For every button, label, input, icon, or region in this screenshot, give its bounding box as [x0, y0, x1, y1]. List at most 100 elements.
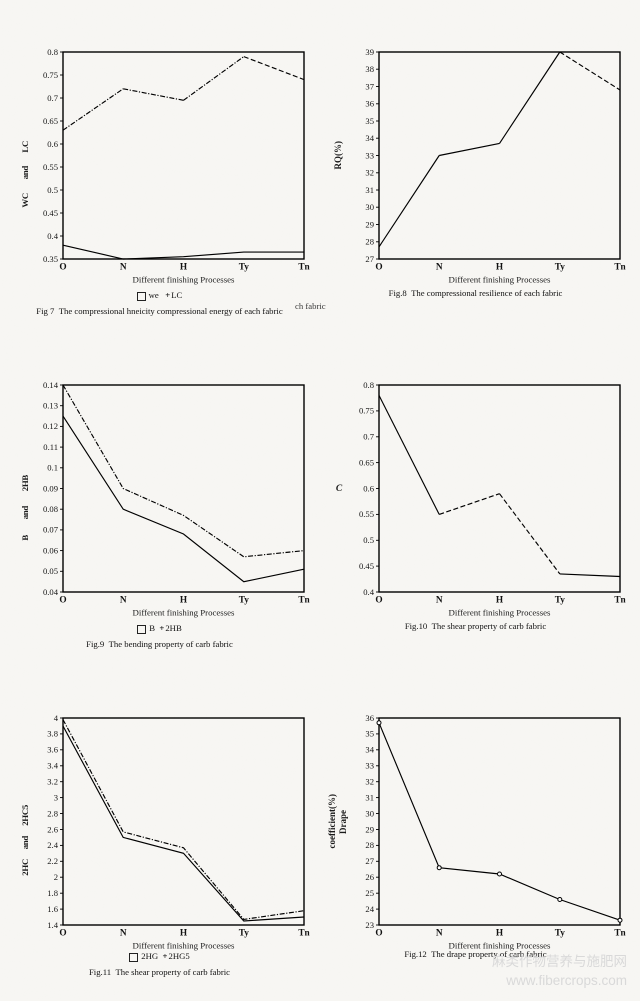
svg-text:O: O	[59, 263, 66, 273]
svg-text:35: 35	[365, 729, 374, 739]
svg-text:33: 33	[365, 761, 374, 771]
svg-text:Tn: Tn	[298, 263, 310, 273]
svg-text:0.8: 0.8	[363, 380, 374, 390]
svg-text:27: 27	[365, 856, 374, 866]
svg-text:2: 2	[54, 872, 58, 882]
svg-text:0.13: 0.13	[43, 401, 58, 411]
svg-text:3.8: 3.8	[47, 729, 58, 739]
svg-text:0.45: 0.45	[359, 561, 374, 571]
svg-text:0.7: 0.7	[47, 93, 58, 103]
svg-text:Tn: Tn	[298, 929, 310, 939]
svg-text:0.12: 0.12	[43, 421, 58, 431]
svg-text:Different finishing Processes: Different finishing Processes	[133, 941, 236, 951]
svg-text:0.6: 0.6	[363, 483, 374, 493]
svg-text:O: O	[59, 929, 66, 939]
svg-text:3.4: 3.4	[47, 761, 58, 771]
svg-text:N: N	[120, 596, 127, 606]
svg-text:1.4: 1.4	[47, 920, 58, 930]
svg-text:2.8: 2.8	[47, 808, 58, 818]
svg-text:Ty: Ty	[555, 596, 566, 606]
svg-text:0.75: 0.75	[359, 406, 374, 416]
svg-text:H: H	[496, 929, 504, 939]
svg-text:2.6: 2.6	[47, 824, 58, 834]
svg-text:N: N	[120, 929, 127, 939]
svg-text:34: 34	[365, 133, 374, 143]
svg-text:35: 35	[365, 116, 374, 126]
svg-text:30: 30	[365, 202, 374, 212]
svg-text:Ty: Ty	[239, 263, 250, 273]
svg-text:N: N	[436, 263, 443, 273]
svg-text:1.6: 1.6	[47, 904, 58, 914]
svg-text:O: O	[59, 596, 66, 606]
svg-text:30: 30	[365, 808, 374, 818]
svg-text:O: O	[375, 929, 382, 939]
svg-text:H: H	[180, 596, 188, 606]
svg-text:0.55: 0.55	[43, 162, 58, 172]
svg-text:25: 25	[365, 888, 374, 898]
svg-text:0.05: 0.05	[43, 566, 58, 576]
svg-text:Ty: Ty	[555, 263, 566, 273]
svg-text:Different finishing Processes: Different finishing Processes	[133, 608, 236, 618]
svg-text:0.65: 0.65	[43, 116, 58, 126]
svg-text:32: 32	[365, 777, 374, 787]
svg-text:0.11: 0.11	[43, 442, 58, 452]
svg-text:Ty: Ty	[239, 596, 250, 606]
svg-text:29: 29	[365, 824, 374, 834]
svg-text:0.35: 0.35	[43, 254, 58, 264]
svg-text:1.8: 1.8	[47, 888, 58, 898]
svg-text:3.6: 3.6	[47, 745, 58, 755]
svg-text:N: N	[436, 596, 443, 606]
svg-text:0.6: 0.6	[47, 139, 58, 149]
svg-text:0.7: 0.7	[363, 432, 374, 442]
svg-text:H: H	[496, 596, 504, 606]
svg-text:Tn: Tn	[298, 596, 310, 606]
svg-text:3: 3	[54, 792, 58, 802]
svg-text:28: 28	[365, 840, 374, 850]
svg-text:34: 34	[365, 745, 374, 755]
svg-text:0.04: 0.04	[43, 587, 59, 597]
svg-text:0.65: 0.65	[359, 457, 374, 467]
svg-text:0.8: 0.8	[47, 47, 58, 57]
svg-text:N: N	[436, 929, 443, 939]
svg-text:0.07: 0.07	[43, 525, 59, 535]
svg-text:Tn: Tn	[614, 929, 626, 939]
svg-text:23: 23	[365, 920, 374, 930]
svg-text:39: 39	[365, 47, 374, 57]
svg-text:H: H	[180, 263, 188, 273]
svg-text:37: 37	[365, 81, 374, 91]
svg-text:H: H	[180, 929, 188, 939]
svg-text:O: O	[375, 263, 382, 273]
svg-text:26: 26	[365, 872, 374, 882]
svg-text:29: 29	[365, 219, 374, 229]
svg-text:31: 31	[365, 792, 374, 802]
svg-text:24: 24	[365, 904, 374, 914]
svg-text:4: 4	[54, 713, 59, 723]
svg-text:Tn: Tn	[614, 263, 626, 273]
svg-text:0.4: 0.4	[47, 231, 58, 241]
svg-text:0.5: 0.5	[47, 185, 58, 195]
svg-text:36: 36	[365, 99, 374, 109]
svg-text:Different finishing Processes: Different finishing Processes	[133, 275, 236, 285]
svg-text:27: 27	[365, 254, 374, 264]
svg-text:0.1: 0.1	[47, 463, 58, 473]
svg-text:Tn: Tn	[614, 596, 626, 606]
svg-text:0.4: 0.4	[363, 587, 374, 597]
svg-text:0.06: 0.06	[43, 545, 59, 555]
svg-text:0.5: 0.5	[363, 535, 374, 545]
svg-text:Different finishing Processes: Different finishing Processes	[449, 275, 552, 285]
svg-text:0.55: 0.55	[359, 509, 374, 519]
svg-text:33: 33	[365, 150, 374, 160]
svg-text:N: N	[120, 263, 127, 273]
svg-text:0.08: 0.08	[43, 504, 58, 514]
svg-text:H: H	[496, 263, 504, 273]
svg-text:0.45: 0.45	[43, 208, 58, 218]
svg-text:36: 36	[365, 713, 374, 723]
svg-text:Ty: Ty	[239, 929, 250, 939]
svg-text:31: 31	[365, 185, 374, 195]
svg-text:Different finishing Processes: Different finishing Processes	[449, 608, 552, 618]
svg-text:0.75: 0.75	[43, 70, 58, 80]
svg-text:Ty: Ty	[555, 929, 566, 939]
svg-text:32: 32	[365, 168, 374, 178]
svg-text:2.4: 2.4	[47, 840, 58, 850]
svg-text:0.09: 0.09	[43, 483, 58, 493]
